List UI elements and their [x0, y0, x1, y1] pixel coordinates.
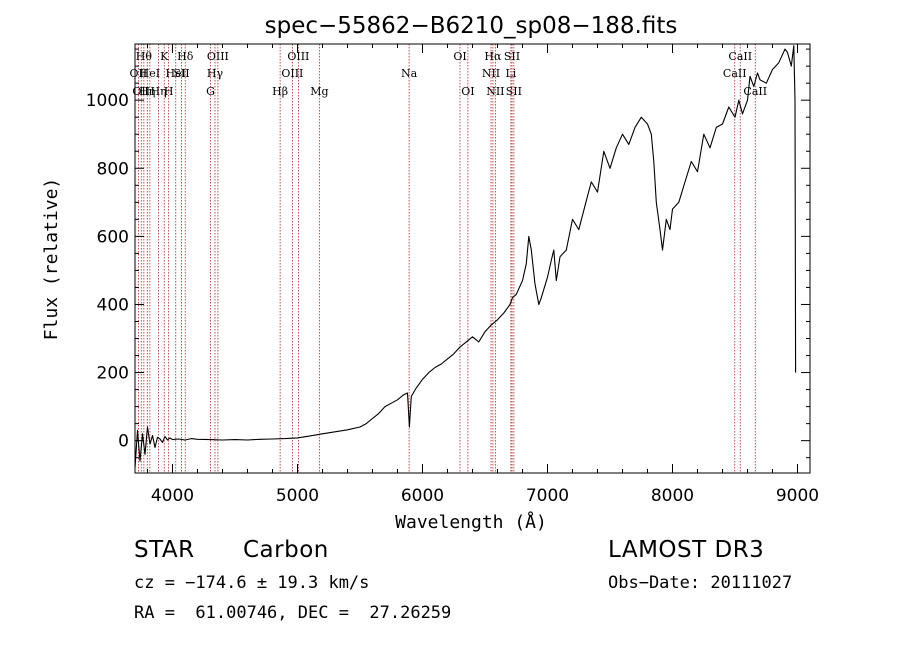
- y-tick-label: 600: [97, 227, 129, 247]
- emission-line-label: H: [164, 85, 174, 98]
- emission-line-label: OII: [132, 85, 150, 98]
- emission-line-label: OI: [453, 50, 466, 63]
- emission-line-label: CaII: [728, 50, 752, 63]
- emission-line-label: HeI: [140, 67, 160, 80]
- spectrum-series-line: [134, 45, 797, 468]
- x-tick-label: 4000: [151, 486, 194, 506]
- emission-line-label: SII: [506, 85, 522, 98]
- emission-line-label: Hα: [484, 50, 502, 63]
- emission-line-label: Mg: [310, 85, 328, 98]
- axis-ticks: 4000 5000 6000 7000 8000 9000 0 200 400 600 800 100…: [86, 44, 819, 506]
- y-tick-label: 0: [118, 432, 129, 452]
- emission-line-label: NII: [482, 67, 500, 80]
- emission-line-label: Hη: [139, 85, 155, 98]
- emission-line-label: Hδ: [177, 50, 194, 63]
- redshift-velocity: cz = −174.6 ± 19.3 km/s: [134, 573, 370, 593]
- x-axis-label: Wavelength (Å): [395, 511, 547, 533]
- emission-line-label: Hγ: [207, 67, 224, 80]
- y-axis-label: Flux (relative): [41, 178, 62, 341]
- x-tick-label: 8000: [651, 486, 694, 506]
- emission-line-label: CaII: [723, 67, 747, 80]
- emission-line-label: Hθ: [136, 50, 153, 63]
- emission-line-markers: [137, 44, 756, 473]
- emission-line-label: HeI: [166, 67, 186, 80]
- y-tick-label: 1000: [86, 91, 129, 111]
- y-tick-label: 200: [97, 364, 129, 384]
- emission-line-label: Li: [505, 67, 516, 80]
- y-tick-label: 400: [97, 295, 129, 315]
- survey-name: LAMOST DR3: [608, 537, 765, 563]
- x-tick-label: 9000: [776, 486, 819, 506]
- chart-title: spec−55862−B6210_sp08−188.fits: [265, 13, 678, 39]
- emission-line-label: OI: [461, 85, 474, 98]
- y-tick-label: 800: [97, 159, 129, 179]
- emission-line-label: K: [160, 50, 169, 63]
- emission-line-label: OIII: [287, 50, 309, 63]
- emission-line-label: OII: [130, 67, 148, 80]
- emission-line-label: SII: [504, 50, 520, 63]
- emission-line-label: Na: [401, 67, 418, 80]
- emission-line-label: SII: [173, 67, 189, 80]
- emission-line-label: G: [206, 85, 215, 98]
- sky-coordinates: RA = 61.00746, DEC = 27.26259: [134, 603, 452, 623]
- emission-line-labels: OIIOIIHθHηHeIHηKHHeISIIHδGHγOIIIHβOIIIOI…: [130, 50, 768, 98]
- object-class: STAR: [134, 537, 195, 563]
- x-tick-label: 7000: [526, 486, 569, 506]
- object-subclass: Carbon: [243, 537, 329, 563]
- x-tick-label: 5000: [276, 486, 319, 506]
- emission-line-label: NII: [486, 85, 504, 98]
- emission-line-label: Hβ: [272, 85, 288, 98]
- x-tick-label: 6000: [401, 486, 444, 506]
- plot-frame: [134, 43, 811, 474]
- observation-date: Obs−Date: 20111027: [608, 573, 793, 593]
- emission-line-label: OIII: [207, 50, 229, 63]
- emission-line-label: CaII: [743, 85, 767, 98]
- emission-line-label: OIII: [281, 67, 303, 80]
- emission-line-label: Hη: [151, 85, 167, 98]
